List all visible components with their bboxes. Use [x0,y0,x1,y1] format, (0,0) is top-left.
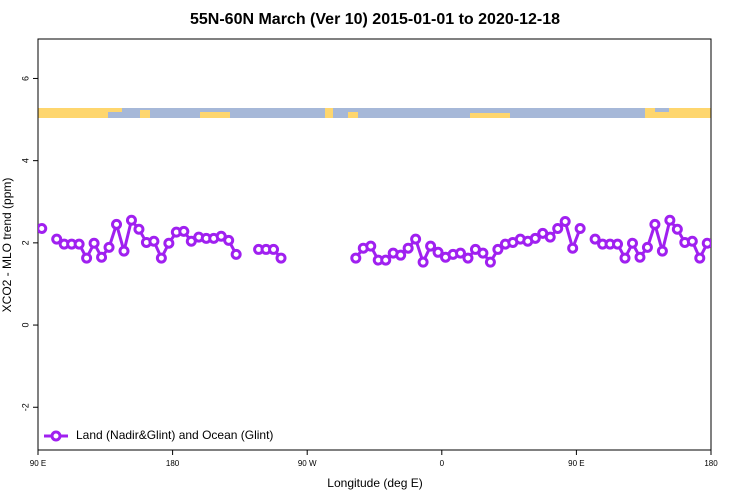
chart-title: 55N-60N March (Ver 10) 2015-01-01 to 202… [190,11,560,28]
data-point [701,237,711,249]
data-point [477,247,489,259]
data-point [686,235,698,247]
data-point [462,252,474,264]
x-axis-label: Longitude (deg E) [327,476,422,490]
data-point [671,223,683,235]
data-point [133,223,145,235]
land-patch [645,108,711,118]
data-point [544,231,556,243]
data-point [380,254,392,266]
data-point [350,252,362,264]
data-point [118,245,130,257]
y-tick-label: -2 [20,403,30,411]
data-point [275,252,287,264]
land-patch [38,108,108,118]
data-point [125,214,137,226]
data-point [223,234,235,246]
data-point [559,215,571,227]
plot-area [38,214,711,268]
map-strip [38,108,711,118]
data-point [365,240,377,252]
land-patch [200,112,230,118]
data-point [454,247,466,259]
y-tick-label: 0 [20,323,30,328]
data-point [641,241,653,253]
data-point [410,233,422,245]
data-point [96,251,108,263]
data-point [73,238,85,250]
land-patch [348,112,358,118]
land-patch [325,108,333,118]
data-point [148,235,160,247]
data-point [111,218,123,230]
data-point [656,245,668,257]
data-point [230,248,242,260]
data-point [649,218,661,230]
data-point [178,225,190,237]
data-point [589,233,601,245]
data-point [88,237,100,249]
ocean-band [38,108,711,118]
data-point [103,241,115,253]
data-point [574,222,586,234]
x-tick-label: 180 [166,459,180,468]
x-tick-label: 90 E [568,459,584,468]
x-tick-label: 0 [440,459,445,468]
data-point [81,252,93,264]
data-point [529,232,541,244]
legend-label: Land (Nadir&Glint) and Ocean (Glint) [76,428,273,442]
data-point [432,246,444,258]
data-point [163,237,175,249]
data-point [664,214,676,226]
y-axis-label: XCO2 - MLO trend (ppm) [0,178,14,313]
x-tick-label: 180 [704,459,718,468]
data-point [694,252,706,264]
y-tick-label: 6 [20,76,30,81]
data-point [567,242,579,254]
data-point [268,243,280,255]
data-point [38,222,48,234]
data-point [626,237,638,249]
data-point [612,238,624,250]
data-point [484,256,496,268]
data-point [492,243,504,255]
ocean-patch [655,108,669,112]
y-tick-label: 2 [20,240,30,245]
x-tick-label: 90 E [30,459,46,468]
data-point [155,252,167,264]
data-point [425,240,437,252]
data-point [417,256,429,268]
land-patch [140,110,150,118]
x-tick-label: 90 W [298,459,317,468]
y-tick-label: 4 [20,158,30,163]
data-point [552,222,564,234]
data-point [619,252,631,264]
data-point [634,251,646,263]
data-point [395,249,407,261]
legend-marker [50,430,62,442]
land-patch [470,113,510,118]
land-patch [108,108,122,112]
data-point [51,233,63,245]
data-point [402,242,414,254]
